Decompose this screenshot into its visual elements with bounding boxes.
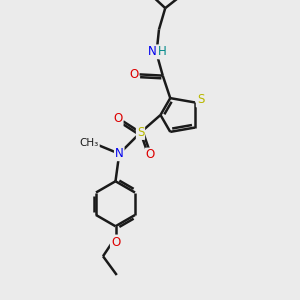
Text: H: H xyxy=(158,45,166,58)
Text: CH₃: CH₃ xyxy=(80,137,99,148)
Text: S: S xyxy=(197,94,204,106)
Text: O: O xyxy=(146,148,155,161)
Text: O: O xyxy=(111,236,120,248)
Text: S: S xyxy=(137,126,144,139)
Text: N: N xyxy=(115,147,124,160)
Text: O: O xyxy=(129,68,139,81)
Text: O: O xyxy=(113,112,123,125)
Text: N: N xyxy=(148,45,156,58)
